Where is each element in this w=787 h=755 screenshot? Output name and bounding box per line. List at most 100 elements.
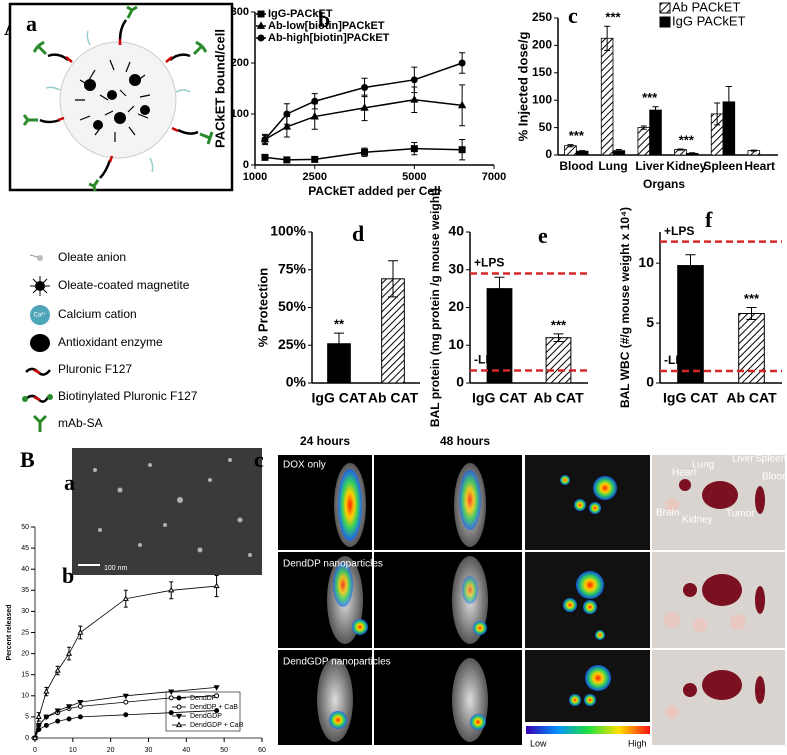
schematic-legend: Ca²⁺ [22, 254, 53, 432]
significance: *** [679, 132, 695, 147]
chart: d 0% 25% 50% 75% 100% % Protection IgG CAT ** Ab … [255, 221, 420, 406]
significance: *** [551, 317, 567, 332]
panel-label: a [26, 11, 37, 36]
series-line [264, 147, 463, 161]
y-tick-label: 35 [21, 587, 29, 594]
panel-label: f [705, 207, 713, 232]
significance: *** [744, 291, 760, 306]
marker [214, 708, 220, 714]
row-label: DendGDP nanoparticles [283, 657, 391, 668]
error-bar [689, 152, 696, 155]
marker [54, 667, 61, 673]
x-tick-label: 2500 [303, 171, 327, 183]
legend-marker [257, 34, 265, 42]
reference-label: -LPS [474, 353, 501, 367]
marker [458, 146, 466, 154]
x-tick-label: Heart [744, 159, 775, 173]
y-axis-title: BAL protein (mg protein /g mouse weight) [428, 188, 442, 427]
error-bar [334, 332, 344, 355]
marker [360, 103, 369, 111]
x-tick-label: 7000 [482, 171, 506, 183]
marker [66, 650, 73, 656]
marker [283, 156, 291, 164]
legend-label: Ab PACkET [672, 0, 740, 14]
y-tick-label: 0% [286, 374, 307, 390]
marker [122, 693, 129, 700]
panel-label: c [254, 447, 264, 472]
organ-label: Kidney [682, 515, 713, 526]
panel-label: b [318, 7, 330, 32]
legend-label: DendGDP [190, 713, 222, 720]
legend-label: Ab-high[biotin]PACkET [268, 32, 390, 44]
marker [168, 695, 174, 701]
y-tick-label: 0 [545, 147, 552, 161]
marker [31, 734, 39, 741]
y-tick-label: 100% [270, 223, 306, 239]
legend-label: DendDP + CaB [190, 704, 238, 711]
marker [168, 586, 175, 593]
y-tick-label: 300 [231, 6, 249, 18]
legend-label: DendGDP + CaB [190, 722, 244, 729]
legend-swatch [659, 2, 671, 14]
legend-label: DendDP [190, 695, 217, 702]
error-bar [494, 276, 505, 301]
panel-label: a [64, 470, 75, 495]
column-label: 24 hours [300, 434, 350, 448]
legend-marker [175, 713, 183, 720]
tem-particles [93, 458, 252, 557]
marker [123, 699, 129, 705]
x-tick-label: 40 [182, 747, 190, 754]
legend-label: Oleate anion [58, 250, 126, 264]
y-axis-title: % Injected dose/g [515, 32, 530, 142]
chart: c 0 50 100 150 200 250% Injected dose/g Organs B… [515, 0, 778, 191]
chart: e 0 10 20 30 40 BAL protein (mg protein /g mou… [428, 188, 588, 427]
bar [649, 109, 662, 156]
x-tick-label: Ab CAT [726, 390, 777, 406]
y-tick-label: 30 [448, 260, 464, 276]
reference-label: -LPS [664, 353, 691, 367]
x-tick-label: 30 [145, 747, 153, 754]
marker [311, 155, 319, 163]
marker [310, 111, 319, 120]
legend-marker [175, 721, 183, 728]
marker [77, 700, 84, 706]
marker [123, 712, 129, 718]
column-label: 48 hours [440, 434, 490, 448]
error-bar [714, 102, 721, 126]
icon-label: Ca²⁺ [34, 312, 47, 319]
error-bar [677, 148, 684, 151]
marker [77, 714, 83, 720]
legend-icons [22, 254, 53, 432]
organ-label: Blood [762, 472, 787, 483]
y-tick-label: 20 [448, 298, 464, 314]
y-tick-label: 40 [21, 566, 29, 573]
marker [458, 59, 466, 67]
legend-label: Calcium cation [58, 307, 137, 321]
marker [361, 83, 369, 91]
reference-label: +LPS [474, 256, 504, 270]
y-tick-label: 5 [646, 314, 654, 330]
marker [410, 76, 418, 84]
y-axis-title: Percent released [6, 604, 13, 660]
x-tick-label: IgG CAT [312, 390, 367, 406]
reference-label: +LPS [664, 224, 694, 238]
significance: *** [642, 90, 658, 105]
x-tick-label: Spleen [703, 159, 742, 173]
y-tick-label: 10 [21, 693, 29, 700]
marker [43, 688, 50, 694]
bar [677, 265, 704, 384]
error-bar [567, 144, 574, 148]
legend-label: IgG PACkET [672, 13, 746, 28]
x-axis-title: Organs [643, 177, 685, 191]
y-tick-label: 0 [456, 374, 464, 390]
organ-label: Tumor [726, 509, 755, 520]
marker [122, 595, 129, 601]
error-bar [750, 149, 757, 152]
panel-label: d [352, 221, 364, 246]
marker [261, 136, 269, 143]
legend-label: Pluronic F127 [58, 362, 132, 376]
y-tick-label: 0 [646, 374, 654, 390]
bar [637, 127, 651, 156]
marker [311, 97, 319, 105]
